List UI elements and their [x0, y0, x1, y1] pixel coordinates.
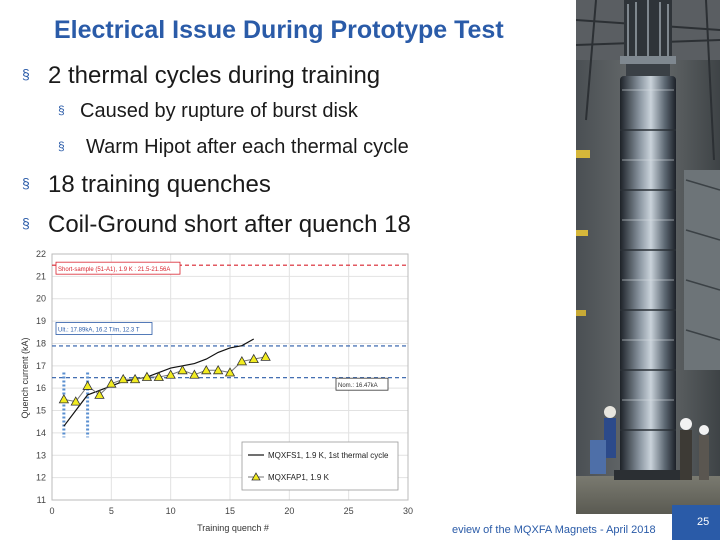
legend-label-mqxfs1: MQXFS1, 1.9 K, 1st thermal cycle: [268, 451, 389, 460]
annotation-text: Short-sample (51-A1), 1.9 K : 21.5-21.56…: [58, 267, 170, 273]
slide-title: Electrical Issue During Prototype Test: [54, 16, 504, 44]
data-point-mqxfap1: [260, 351, 271, 361]
y-tick-label: 19: [36, 316, 46, 326]
data-point-mqxfap1: [141, 371, 153, 381]
data-point-mqxfap1: [70, 396, 81, 406]
y-tick-label: 20: [36, 294, 46, 304]
bullet-text: 18 training quenches: [48, 171, 271, 198]
data-point-mqxfap1: [224, 367, 236, 377]
x-tick-label: 0: [49, 506, 54, 516]
thermal-cycle-markers: [62, 372, 90, 438]
data-point-mqxfap1: [248, 353, 259, 364]
annotation-text: Nom.: 16.47kA: [338, 383, 378, 389]
data-point-mqxfap1: [189, 369, 200, 379]
data-point-mqxfap1: [165, 369, 176, 379]
chart-annotations: Short-sample (51-A1), 1.9 K : 21.5-21.56…: [55, 261, 389, 391]
bullet-thermal-cycles: § 2 thermal cycles during training: [22, 62, 380, 90]
page-number-box: [672, 505, 720, 540]
y-tick-label: 17: [36, 361, 46, 371]
y-tick-label: 21: [36, 271, 46, 281]
data-point-mqxfap1: [201, 364, 212, 375]
footer-text: eview of the MQXFA Magnets - April 2018: [452, 524, 656, 536]
annotation-box: [55, 322, 153, 335]
page-number: 25: [697, 516, 710, 528]
magnet-assembly-photo: [576, 0, 720, 514]
x-axis-label: Training quench #: [197, 523, 269, 533]
data-point-mqxfap1: [118, 373, 129, 384]
y-tick-label: 12: [36, 473, 46, 483]
y-axis-label: Quench current (kA): [20, 337, 30, 418]
bullet-text: Caused by rupture of burst disk: [80, 100, 358, 122]
x-tick-label: 20: [284, 506, 294, 516]
legend-box: [241, 441, 399, 491]
x-tick-label: 5: [109, 506, 114, 516]
chart-ticks: 11 12 13 14 15 16 17 18 19 20 21 22 0 5 10 15 20 25 30: [36, 249, 413, 516]
legend-swatch-mqxfap1: [251, 472, 261, 481]
x-tick-label: 25: [344, 506, 354, 516]
bullet-mark: §: [58, 139, 65, 153]
y-tick-label: 11: [37, 495, 46, 505]
annotation-box: [335, 377, 389, 391]
annotation-text: Ult.: 17.89kA, 16.2 T/m, 12.3 T: [58, 328, 140, 334]
data-point-mqxfap1: [82, 380, 93, 390]
bullet-coil-ground-short: § Coil-Ground short after quench 18: [22, 211, 411, 239]
x-tick-label: 15: [225, 506, 235, 516]
legend-label-mqxfap1: MQXFAP1, 1.9 K: [268, 473, 330, 482]
data-point-mqxfap1: [212, 364, 224, 375]
bullet-training-quenches: § 18 training quenches: [22, 171, 271, 199]
data-point-mqxfap1: [153, 371, 164, 381]
sub-bullet-warm-hipot: § Warm Hipot after each thermal cycle: [58, 136, 409, 159]
data-point-mqxfap1: [94, 389, 105, 399]
data-point-mqxfap1: [106, 378, 117, 388]
bullet-text: Coil-Ground short after quench 18: [48, 211, 411, 238]
bullet-mark: §: [58, 103, 65, 117]
quench-training-chart: 11 12 13 14 15 16 17 18 19 20 21 22 0 5 10 15 20 25 30 Sho…: [16, 244, 426, 536]
y-tick-label: 15: [36, 406, 46, 416]
bullet-text: 2 thermal cycles during training: [48, 62, 381, 89]
y-tick-label: 18: [36, 338, 46, 348]
y-tick-label: 16: [36, 383, 46, 393]
data-point-mqxfap1: [236, 356, 248, 366]
y-tick-label: 14: [36, 428, 46, 438]
y-tick-label: 13: [36, 450, 46, 460]
sub-bullet-burst-disk: § Caused by rupture of burst disk: [58, 100, 358, 123]
bullet-mark: §: [22, 66, 30, 82]
plot-frame: [51, 253, 409, 501]
data-point-mqxfap1: [129, 373, 141, 384]
chart-legend: MQXFS1, 1.9 K, 1st thermal cycle MQXFAP1,…: [241, 441, 399, 491]
x-tick-label: 10: [166, 506, 176, 516]
bullet-mark: §: [22, 175, 30, 191]
bullet-mark: §: [22, 215, 30, 231]
magnet-photo-illustration: [576, 0, 720, 514]
annotation-box: [55, 261, 181, 275]
x-tick-label: 30: [403, 506, 413, 516]
bullet-text: Warm Hipot after each thermal cycle: [86, 136, 409, 158]
data-point-mqxfap1: [58, 394, 70, 404]
data-point-mqxfap1: [177, 364, 188, 375]
y-tick-label: 22: [36, 249, 46, 259]
chart-series: [58, 338, 271, 427]
